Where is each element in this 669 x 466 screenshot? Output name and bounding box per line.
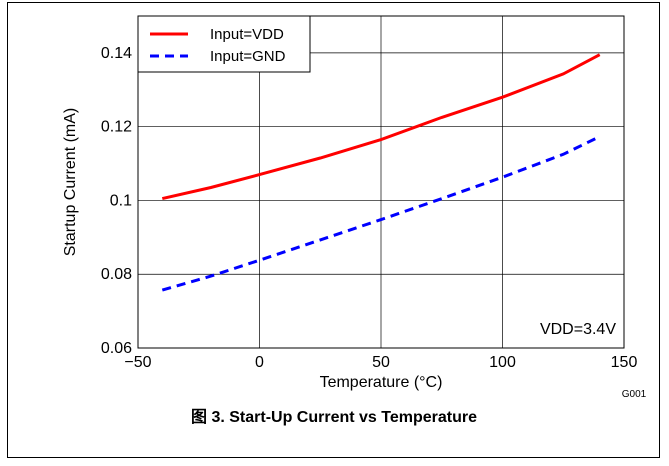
- x-tick-label: 0: [255, 354, 264, 371]
- x-tick-label: 100: [489, 354, 516, 371]
- tick-labels: −50 0 50 100 150 0.06 0.08 0.1 0.12 0.14: [101, 45, 638, 371]
- y-axis-label: Startup Current (mA): [62, 108, 79, 256]
- legend-box: [137, 15, 311, 73]
- y-tick-label: 0.12: [101, 119, 132, 136]
- vdd-annotation: VDD=3.4V: [540, 321, 616, 338]
- x-tick-label: −50: [124, 354, 151, 371]
- plot-border: [137, 15, 625, 349]
- y-tick-label: 0.08: [101, 266, 132, 283]
- x-axis-label: Temperature (°C): [320, 374, 443, 391]
- series-line-input-vdd: [161, 53, 601, 201]
- x-tick-label: 50: [372, 354, 390, 371]
- series-line-input-gnd: [161, 135, 601, 292]
- series-layer: [161, 53, 601, 292]
- figure-caption: 图 3. Start-Up Current vs Temperature: [191, 408, 477, 426]
- legend-label-input-vdd: Input=VDD: [210, 26, 284, 43]
- y-tick-label: 0.1: [110, 192, 132, 209]
- legend: Input=VDD Input=GND: [137, 15, 311, 73]
- x-tick-label: 150: [611, 354, 638, 371]
- figure-id: G001: [622, 389, 647, 400]
- legend-label-input-gnd: Input=GND: [210, 48, 286, 65]
- y-tick-label: 0.06: [101, 340, 132, 357]
- y-tick-label: 0.14: [101, 45, 132, 62]
